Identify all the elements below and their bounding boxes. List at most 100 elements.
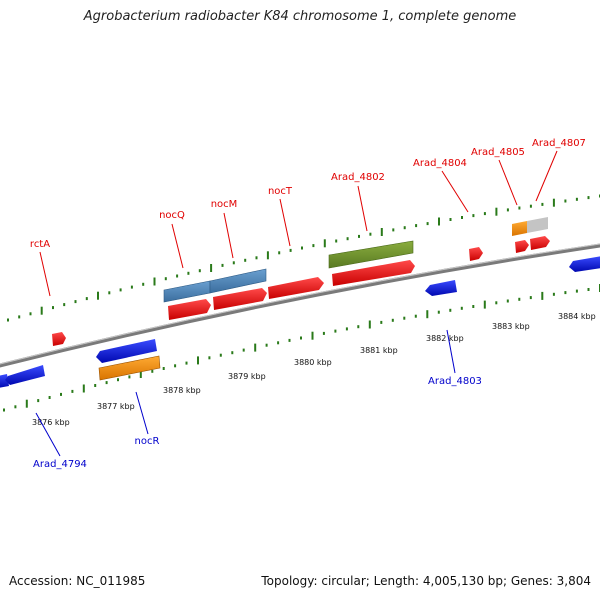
feature-Arad_4807[interactable] (527, 217, 548, 233)
accession-text: Accession: NC_011985 (9, 574, 146, 588)
minor-tick (575, 289, 578, 293)
major-tick (368, 320, 371, 329)
cds-Arad_4804[interactable] (469, 247, 483, 261)
feature-nocR[interactable] (98, 355, 161, 381)
gene-label-nocQ[interactable]: nocQ (159, 210, 185, 221)
minor-tick (587, 196, 590, 200)
major-tick (438, 217, 440, 226)
cds-nocQ[interactable] (168, 299, 211, 320)
cds-nocM[interactable] (213, 288, 267, 310)
cds-nocT[interactable] (268, 277, 324, 299)
minor-tick (437, 310, 440, 314)
minor-tick (312, 244, 315, 248)
ruler-label: 3880 kbp (294, 358, 332, 367)
minor-tick (108, 291, 111, 295)
major-tick (197, 356, 199, 365)
minor-tick (185, 361, 188, 365)
genome-info-text: Topology: circular; Length: 4,005,130 bp… (261, 574, 591, 588)
gene-label-Arad_4804[interactable]: Arad_4804 (413, 158, 467, 169)
upper-tick-ring (7, 194, 600, 322)
major-tick (97, 291, 99, 300)
major-tick (380, 228, 383, 236)
gene-label-nocM[interactable]: nocM (211, 199, 238, 210)
major-tick (25, 399, 28, 408)
minor-tick (391, 318, 394, 322)
minor-tick (415, 224, 418, 228)
minor-tick (289, 248, 292, 252)
gene-label-nocT[interactable]: nocT (268, 186, 293, 197)
major-tick (311, 331, 314, 340)
major-tick (541, 291, 544, 300)
gene-label-Arad_4802[interactable]: Arad_4802 (331, 172, 385, 183)
minor-tick (587, 288, 590, 291)
minor-tick (48, 396, 51, 399)
cds-reverse-left-edge[interactable] (0, 374, 9, 388)
minor-tick (60, 392, 62, 396)
minor-tick (221, 263, 224, 267)
minor-tick (219, 353, 222, 357)
cds-Arad_4803[interactable] (425, 280, 457, 296)
gene-label-Arad_4807[interactable]: Arad_4807 (532, 138, 586, 149)
minor-tick (529, 204, 532, 208)
minor-tick (449, 218, 452, 221)
minor-tick (414, 314, 417, 318)
minor-tick (483, 212, 486, 216)
minor-tick (208, 356, 211, 360)
feature-nocQ[interactable] (163, 280, 211, 303)
major-tick (552, 198, 555, 207)
minor-tick (564, 199, 567, 203)
minor-tick (529, 296, 532, 300)
minor-tick (105, 381, 108, 385)
minor-tick (564, 291, 567, 295)
minor-tick (403, 316, 406, 320)
minor-tick (506, 208, 509, 212)
minor-tick (18, 315, 21, 319)
major-tick (139, 370, 142, 378)
major-tick (266, 251, 269, 260)
feature-Arad_4802[interactable] (328, 240, 414, 269)
minor-tick (198, 269, 201, 273)
minor-tick (357, 325, 360, 329)
cds-Arad_4802[interactable] (332, 260, 415, 286)
minor-tick (164, 277, 167, 281)
gene-label-rctA[interactable]: rctA (30, 239, 50, 250)
ruler-label: 3882 kbp (426, 334, 464, 343)
minor-tick (449, 308, 452, 312)
cds-reverse-right-edge[interactable] (569, 256, 600, 272)
forward-leader-lines (39, 150, 558, 297)
gene-label-Arad_4803[interactable]: Arad_4803 (428, 376, 482, 387)
minor-tick (52, 306, 54, 310)
minor-tick (119, 288, 122, 292)
feature-nocM[interactable] (209, 268, 267, 294)
gene-label-Arad_4805[interactable]: Arad_4805 (471, 147, 525, 158)
minor-tick (472, 214, 475, 218)
cds-Arad_4805[interactable] (515, 240, 529, 253)
major-tick (323, 239, 326, 248)
gene-label-nocR[interactable]: nocR (135, 436, 160, 447)
minor-tick (63, 303, 66, 307)
minor-tick (71, 389, 74, 393)
minor-tick (162, 367, 165, 370)
ruler-label: 3879 kbp (228, 372, 266, 381)
map-title: Agrobacterium radiobacter K84 chromosome… (83, 9, 517, 24)
gene-label-Arad_4794[interactable]: Arad_4794 (33, 459, 87, 470)
minor-tick (277, 341, 280, 345)
minor-tick (85, 297, 88, 301)
minor-tick (3, 408, 5, 412)
cds-reverse-near-nocR[interactable] (96, 339, 157, 363)
minor-tick (37, 399, 40, 403)
minor-tick (460, 306, 463, 310)
cds-Arad_4794[interactable] (5, 365, 45, 385)
minor-tick (151, 369, 154, 373)
lower-tick-ring (3, 284, 600, 412)
minor-tick (142, 282, 145, 286)
minor-tick (187, 271, 190, 275)
feature-Arad_4805[interactable] (512, 221, 527, 236)
chromosome-backbone-highlight (0, 243, 600, 365)
minor-tick (29, 312, 32, 316)
cds-Arad_4807[interactable] (530, 236, 550, 250)
minor-tick (335, 239, 338, 243)
cds-rctA[interactable] (52, 332, 66, 346)
minor-tick (472, 305, 475, 308)
